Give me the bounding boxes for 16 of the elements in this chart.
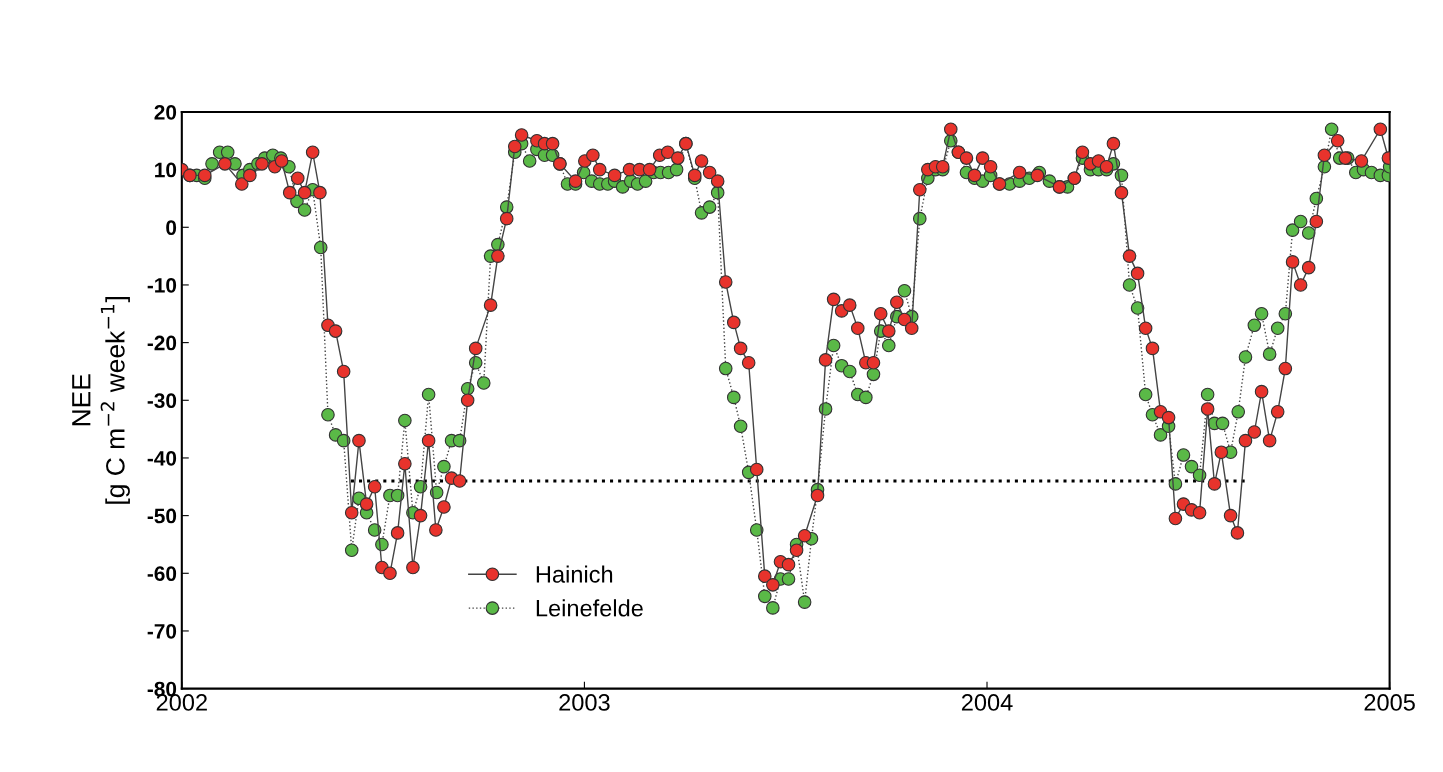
- x-tick-label: 2004: [961, 694, 1013, 711]
- y-tick-label: -40: [147, 450, 177, 466]
- y-tick-label: -10: [147, 277, 177, 293]
- y-tick-label: -50: [147, 508, 177, 524]
- legend-label: Hainich: [536, 565, 613, 583]
- x-tick-label: 2005: [1364, 694, 1415, 711]
- x-tick-label: 2003: [559, 694, 610, 711]
- y-tick-label: 10: [155, 162, 177, 178]
- y-tick-label: -60: [147, 566, 177, 582]
- y-tick-label: -20: [147, 335, 177, 351]
- y-tick-label: 20: [154, 104, 177, 120]
- y-axis-title: NEE [g C m$^{−2}$ week$^{−1}$]: [72, 297, 130, 504]
- y-tick-label: 0: [166, 220, 177, 236]
- y-tick-label: -30: [147, 393, 177, 409]
- legend-label: Leinefelde: [536, 599, 643, 617]
- y-tick-label: -70: [147, 623, 177, 639]
